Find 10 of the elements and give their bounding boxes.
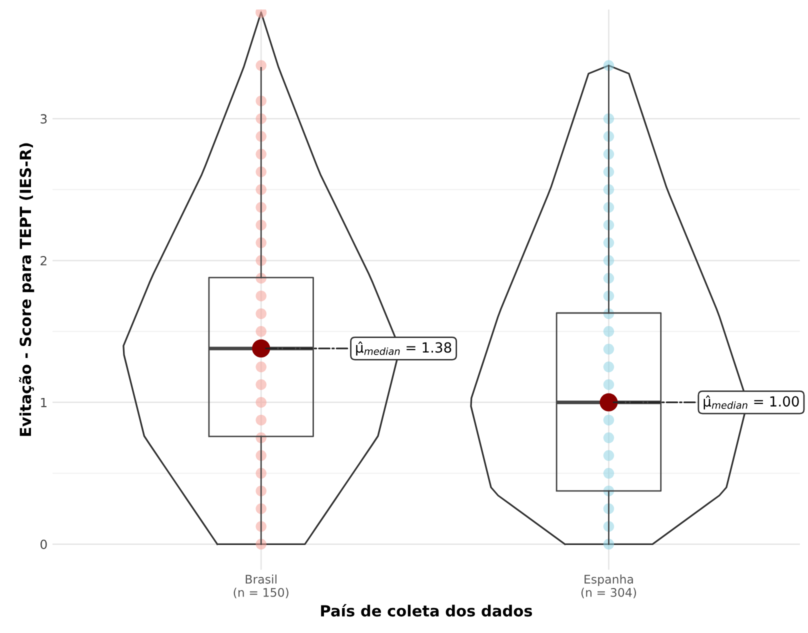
annotation: μ̂$_{median}$ = 1.38 bbox=[356, 341, 452, 356]
y-tick-label: 0 bbox=[40, 540, 47, 550]
y-tick-label: 3 bbox=[40, 114, 47, 124]
x-tick-label: Brasil (n = 150) bbox=[234, 574, 288, 598]
y-tick-label: 2 bbox=[40, 256, 46, 266]
y-tick-label: 1 bbox=[41, 398, 47, 408]
x-axis-title: País de coleta dos dados bbox=[321, 604, 532, 617]
annotation: μ̂$_{median}$ = 1.00 bbox=[704, 395, 799, 410]
x-tick-label: Espanha (n = 304) bbox=[581, 574, 636, 598]
y-axis-title: Evitação - Score para TEPT (IES-R) bbox=[19, 143, 34, 436]
